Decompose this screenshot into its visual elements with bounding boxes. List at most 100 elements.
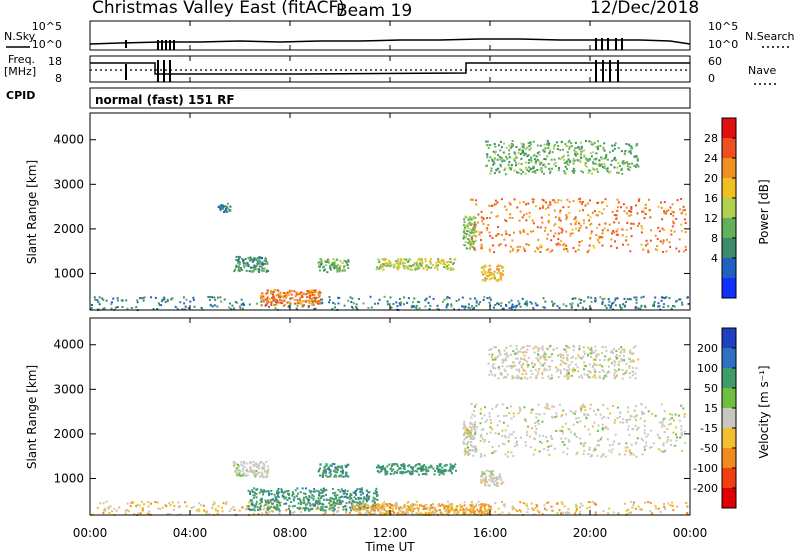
heatmap-cell (332, 498, 335, 501)
heatmap-cell (546, 237, 549, 240)
heatmap-cell (486, 140, 489, 143)
heatmap-cell (475, 503, 478, 506)
heatmap-cell (564, 165, 567, 168)
heatmap-cell (364, 508, 367, 510)
heatmap-cell (318, 469, 321, 472)
heatmap-cell (516, 304, 519, 307)
heatmap-cell (469, 449, 472, 452)
heatmap-cell (159, 508, 162, 510)
heatmap-cell (631, 162, 634, 165)
heatmap-cell (580, 145, 583, 148)
heatmap-cell (264, 304, 267, 307)
heatmap-cell (547, 147, 550, 149)
heatmap-cell (470, 429, 473, 432)
heatmap-cell (606, 158, 609, 161)
heatmap-cell (492, 163, 495, 166)
heatmap-cell (474, 424, 476, 427)
heatmap-cell (282, 292, 285, 295)
heatmap-cell (492, 244, 495, 247)
heatmap-cell (351, 503, 353, 506)
heatmap-cell (541, 206, 544, 209)
heatmap-cell (370, 508, 373, 511)
heatmap-cell (684, 213, 687, 216)
heatmap-cell (534, 302, 537, 305)
heatmap-cell (510, 145, 513, 148)
heatmap-cell (640, 243, 643, 246)
heatmap-cell (681, 449, 683, 452)
heatmap-cell (617, 363, 620, 366)
heatmap-cell (501, 160, 504, 163)
heatmap-cell (502, 360, 505, 363)
heatmap-cell (582, 403, 585, 406)
heatmap-cell (524, 303, 527, 305)
heatmap-cell (562, 409, 565, 412)
heatmap-cell (515, 348, 518, 351)
heatmap-cell (397, 267, 399, 270)
heatmap-cell (616, 297, 619, 300)
heatmap-cell (626, 298, 629, 301)
heatmap-cell (529, 446, 532, 449)
heatmap-cell (536, 421, 539, 424)
heatmap-cell (448, 469, 450, 472)
heatmap-cell (680, 198, 683, 200)
heatmap-cell (147, 501, 150, 503)
heatmap-cell (673, 305, 676, 308)
heatmap-cell (628, 214, 631, 217)
heatmap-cell (504, 370, 507, 373)
heatmap-cell (663, 503, 665, 505)
heatmap-cell (618, 360, 621, 363)
heatmap-cell (623, 372, 626, 375)
heatmap-cell (376, 266, 379, 269)
heatmap-cell (661, 425, 664, 428)
heatmap-region (247, 487, 379, 512)
heatmap-cell (520, 365, 523, 368)
heatmap-cell (276, 301, 279, 304)
heatmap-cell (456, 505, 459, 508)
heatmap-cell (294, 489, 297, 492)
heatmap-cell (484, 484, 487, 487)
heatmap-cell (554, 232, 557, 235)
heatmap-cell (669, 213, 672, 215)
heatmap-cell (590, 296, 593, 299)
heatmap-cell (683, 416, 686, 418)
heatmap-cell (328, 508, 331, 511)
heatmap-cell (636, 159, 639, 162)
heatmap-cell (534, 425, 537, 428)
heatmap-cell (562, 206, 565, 209)
heatmap-cell (617, 171, 620, 174)
heatmap-cell (240, 298, 243, 301)
heatmap-cell (242, 262, 245, 265)
heatmap-cell (489, 298, 492, 301)
heatmap-cell (502, 273, 505, 276)
heatmap-cell (494, 358, 497, 361)
heatmap-cell (637, 165, 640, 168)
heatmap-cell (467, 452, 470, 455)
heatmap-cell (594, 511, 597, 514)
heatmap-cell (552, 348, 555, 351)
heatmap-cell (416, 267, 419, 270)
heatmap-cell (406, 265, 409, 268)
heatmap-cell (318, 492, 321, 495)
heatmap-cell (593, 246, 596, 249)
heatmap-cell (317, 503, 320, 506)
heatmap-cell (487, 362, 490, 365)
heatmap-cell (417, 513, 420, 516)
heatmap-cell (291, 297, 294, 300)
heatmap-cell (309, 491, 312, 494)
heatmap-cell (463, 229, 466, 232)
heatmap-cell (592, 143, 595, 146)
heatmap-cell (684, 248, 687, 251)
heatmap-cell (343, 304, 346, 307)
heatmap-cell (386, 300, 389, 303)
heatmap-cell (465, 436, 468, 439)
heatmap-cell (313, 307, 316, 310)
heatmap-cell (331, 497, 333, 500)
heatmap-cell (623, 297, 626, 300)
heatmap-cell (277, 492, 279, 495)
heatmap-cell (349, 296, 352, 299)
heatmap-cell (497, 269, 500, 272)
heatmap-cell (308, 496, 311, 499)
heatmap-cell (573, 218, 576, 221)
